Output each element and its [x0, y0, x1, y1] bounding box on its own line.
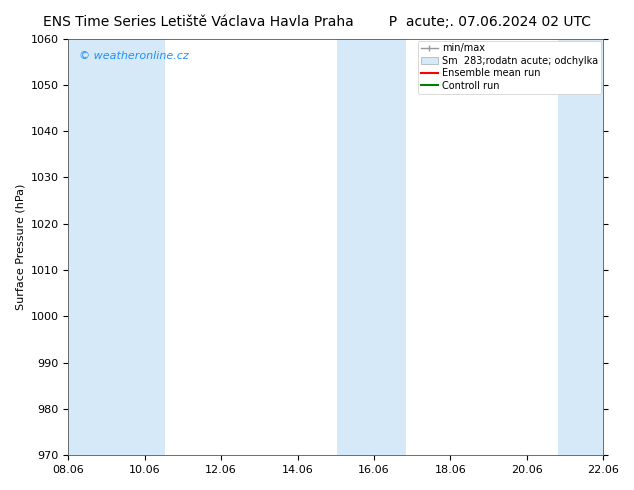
Bar: [558, 39, 603, 455]
Text: ENS Time Series Letiště Václava Havla Praha        P  acute;. 07.06.2024 02 UTC: ENS Time Series Letiště Václava Havla Pr…: [43, 15, 591, 29]
Bar: [68, 39, 165, 455]
Text: © weatheronline.cz: © weatheronline.cz: [79, 51, 189, 61]
Bar: [337, 39, 406, 455]
Y-axis label: Surface Pressure (hPa): Surface Pressure (hPa): [15, 184, 25, 310]
Legend: min/max, Sm  283;rodatn acute; odchylka, Ensemble mean run, Controll run: min/max, Sm 283;rodatn acute; odchylka, …: [418, 41, 601, 94]
